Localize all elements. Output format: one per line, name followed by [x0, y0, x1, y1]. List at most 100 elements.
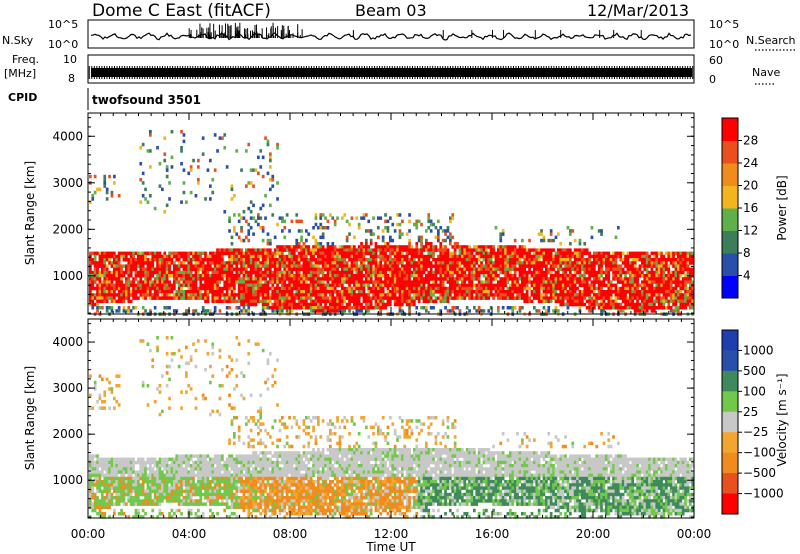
power-cell	[307, 232, 311, 236]
power-cell	[629, 299, 632, 304]
power-cell	[216, 258, 219, 262]
power-cell	[542, 274, 546, 278]
power-cell	[408, 229, 411, 233]
power-cell	[410, 258, 414, 262]
power-cell	[528, 286, 531, 291]
power-cell	[415, 290, 419, 294]
power-cell	[288, 290, 291, 294]
power-cell	[439, 309, 443, 313]
power-cell	[307, 274, 311, 278]
power-cell	[259, 248, 263, 252]
power-cell	[185, 267, 188, 272]
power-cell	[240, 238, 243, 243]
power-cell	[355, 277, 359, 281]
power-cell	[583, 261, 587, 265]
power-cell	[597, 290, 601, 294]
power-cell	[158, 251, 162, 256]
power-cell	[446, 286, 450, 291]
power-cell	[655, 299, 659, 304]
power-cell	[192, 280, 195, 284]
power-cell	[422, 245, 426, 249]
power-cell	[331, 293, 335, 297]
power-cell	[117, 270, 121, 275]
power-cell	[365, 229, 368, 233]
power-cell	[540, 264, 543, 268]
power-cell	[266, 267, 270, 272]
power-cell	[367, 251, 371, 256]
power-cell	[230, 299, 234, 304]
power-cell	[333, 290, 337, 294]
power-cell	[331, 258, 335, 262]
power-cell	[684, 277, 687, 281]
power-cell	[151, 270, 155, 275]
power-cell	[110, 251, 114, 256]
power-cell	[144, 290, 147, 294]
power-cell	[540, 283, 543, 288]
power-cell	[420, 296, 423, 300]
power-cell	[374, 264, 378, 268]
power-cell	[317, 242, 320, 246]
power-cell	[607, 261, 611, 265]
power-cell	[429, 306, 433, 310]
power-cell	[161, 283, 164, 288]
power-cell	[641, 302, 644, 307]
power-cell	[389, 293, 392, 297]
power-cell	[501, 232, 505, 236]
power-cell	[590, 286, 594, 291]
power-cell	[139, 264, 143, 268]
power-cell	[393, 270, 397, 275]
power-cell	[489, 286, 493, 291]
power-cell	[360, 254, 363, 259]
power-cell	[549, 299, 553, 304]
power-cell	[132, 261, 135, 265]
power-cell	[537, 280, 541, 284]
power-cell	[132, 258, 135, 262]
power-cell	[353, 264, 356, 268]
power-cell	[377, 286, 380, 291]
power-cell	[521, 238, 524, 243]
power-cell	[125, 309, 128, 313]
power-cell	[278, 267, 282, 272]
power-cell	[393, 299, 397, 304]
power-cell	[161, 296, 164, 300]
power-cell	[643, 302, 647, 307]
power-cell	[180, 254, 183, 259]
power-cell	[612, 306, 615, 310]
power-cell	[609, 296, 613, 300]
power-cell	[561, 293, 565, 297]
power-cell	[461, 296, 464, 300]
power-cell	[309, 254, 313, 259]
power-cell	[113, 290, 116, 294]
power-cell	[113, 270, 116, 275]
power-cell	[264, 280, 267, 284]
power-cell	[549, 293, 553, 297]
power-cell	[559, 264, 563, 268]
power-cell	[285, 274, 289, 278]
power-cell	[566, 293, 570, 297]
power-cell	[408, 302, 411, 307]
power-cell	[461, 261, 464, 265]
power-cell	[237, 261, 241, 265]
power-cell	[420, 235, 423, 240]
power-cell	[641, 254, 644, 259]
power-cell	[581, 264, 584, 268]
power-cell	[156, 283, 159, 288]
power-cell	[386, 267, 390, 272]
power-cell	[636, 309, 639, 313]
power-cell	[293, 283, 296, 288]
power-cell	[533, 270, 536, 275]
power-cell	[552, 283, 555, 288]
power-cell	[583, 267, 587, 272]
power-cell	[578, 254, 582, 259]
power-cell	[434, 274, 438, 278]
power-cell	[165, 203, 169, 208]
power-cell	[103, 261, 107, 265]
power-cell	[324, 286, 327, 291]
power-cell	[290, 264, 294, 268]
power-cell	[674, 299, 678, 304]
power-cell	[597, 267, 601, 272]
power-cell	[432, 264, 435, 268]
power-cell	[151, 283, 155, 288]
power-cell	[158, 264, 162, 268]
power-cell	[252, 261, 255, 265]
